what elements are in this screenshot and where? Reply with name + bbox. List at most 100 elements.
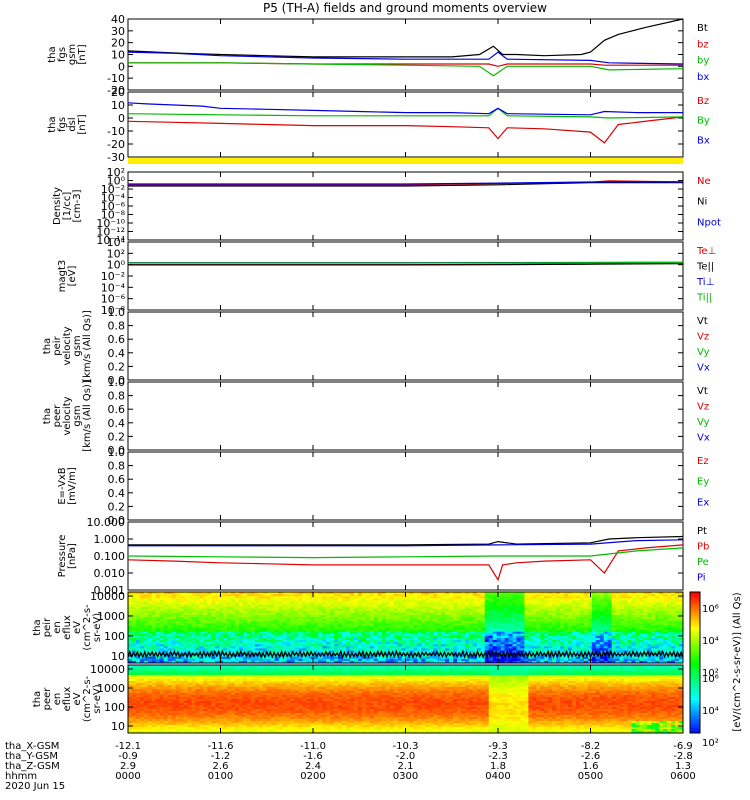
spectrogram-cell [322, 610, 327, 614]
spectrogram-cell [579, 606, 585, 610]
spectrogram-cell [548, 633, 553, 637]
spectrogram-cell [449, 608, 454, 612]
spectrogram-cell [556, 640, 561, 643]
spectrogram-cell [663, 612, 668, 616]
spectrogram-cell [350, 646, 355, 649]
spectrogram-cell [187, 642, 192, 645]
spectrogram-cell [361, 621, 367, 624]
spectrogram-cell [603, 606, 609, 610]
spectrogram-cell [143, 658, 149, 662]
spectrogram-cell [667, 602, 672, 605]
y-tick-label: 10 [111, 99, 125, 112]
spectrogram-cell [627, 646, 632, 649]
spectrogram-cell [397, 648, 402, 651]
spectrogram-cell [464, 621, 470, 624]
spectrogram-cell [381, 596, 387, 599]
spectrogram-cell [227, 617, 232, 620]
spectrogram-cell [619, 598, 624, 601]
spectrogram-cell [536, 606, 541, 610]
spectrogram-cell [215, 592, 220, 595]
spectrogram-cell [274, 631, 280, 635]
spectrogram-cell [647, 640, 652, 643]
spectrogram-cell [171, 629, 176, 633]
spectrogram-cell [643, 604, 648, 608]
spectrogram-cell [195, 598, 200, 601]
spectrogram-cell [401, 608, 406, 612]
spectrogram-cell [389, 598, 394, 601]
spectrogram-cell [544, 617, 549, 620]
spectrogram-cell [516, 658, 521, 662]
spectrogram-cell [227, 608, 232, 612]
spectrogram-cell [397, 656, 402, 660]
spectrogram-cell [151, 610, 157, 614]
spectrogram-cell [544, 637, 549, 641]
spectrogram-cell [155, 619, 161, 622]
spectrogram-cell [369, 646, 375, 649]
spectrogram-cell [536, 631, 541, 635]
spectrogram-cell [207, 652, 212, 656]
spectrogram-cell [278, 606, 283, 610]
spectrogram-cell [591, 635, 597, 639]
spectrogram-cell [647, 656, 652, 660]
spectrogram-cell [564, 658, 569, 662]
spectrogram-cell [302, 604, 307, 608]
spectrogram-cell [457, 614, 462, 618]
spectrogram-cell [611, 660, 616, 664]
spectrogram-cell [290, 637, 295, 641]
spectrogram-cell [195, 658, 200, 662]
spectrogram-cell [524, 646, 529, 649]
spectrogram-cell [591, 617, 597, 620]
spectrogram-cell [425, 621, 430, 624]
spectrogram-cell [128, 660, 133, 664]
spectrogram-cell [401, 637, 406, 641]
spectrogram-cell [607, 619, 613, 622]
spectrogram-cell [603, 592, 609, 595]
spectrogram-cell [294, 644, 299, 647]
spectrogram-cell [262, 602, 268, 605]
spectrogram-cell [187, 614, 192, 618]
spectrogram-cell [294, 619, 299, 622]
spectrogram-cell [163, 602, 169, 605]
spectrogram-cell [135, 614, 141, 618]
spectrogram-cell [242, 600, 248, 603]
spectrogram-cell [290, 617, 295, 620]
y-tick-label: 10⁰ [107, 175, 126, 188]
spectrogram-cell [508, 658, 513, 662]
spectrogram-cell [179, 629, 184, 633]
spectrogram-cell [155, 621, 161, 624]
spectrogram-cell [663, 660, 668, 664]
spectrogram-cell [290, 619, 295, 622]
spectrogram-cell [282, 623, 287, 626]
spectrogram-cell [623, 602, 628, 605]
spectrogram-cell [575, 612, 581, 616]
spectrogram-cell [199, 604, 204, 608]
spectrogram-cell [568, 640, 573, 643]
spectrogram-cell [369, 629, 375, 633]
spectrogram-cell [500, 635, 505, 639]
spectrogram-cell [290, 592, 295, 595]
spectrogram-cell [302, 658, 307, 662]
spectrogram-cell [389, 604, 394, 608]
spectrogram-cell [128, 594, 133, 597]
spectrogram-cell [128, 606, 133, 610]
spectrogram-cell [179, 635, 184, 639]
spectrogram-cell [290, 652, 295, 656]
spectrogram-cell [199, 633, 204, 637]
spectrogram-cell [409, 658, 414, 662]
y-tick-label: 10⁴ [107, 236, 126, 249]
y-tick-label: 0.4 [108, 417, 126, 430]
y-tick-label: 10⁻¹⁴ [96, 234, 125, 247]
spectrogram-cell [417, 644, 422, 647]
spectrogram-cell [417, 660, 422, 664]
spectrogram-cell [667, 614, 672, 618]
spectrogram-cell [369, 594, 375, 597]
spectrogram-cell [147, 642, 153, 645]
spectrogram-cell [211, 610, 216, 614]
spectrogram-cell [413, 629, 418, 633]
spectrogram-cell [524, 660, 529, 664]
spectrogram-cell [595, 614, 601, 618]
spectrogram-cell [667, 617, 672, 620]
spectrogram-cell [667, 608, 672, 612]
spectrogram-cell [572, 608, 577, 612]
